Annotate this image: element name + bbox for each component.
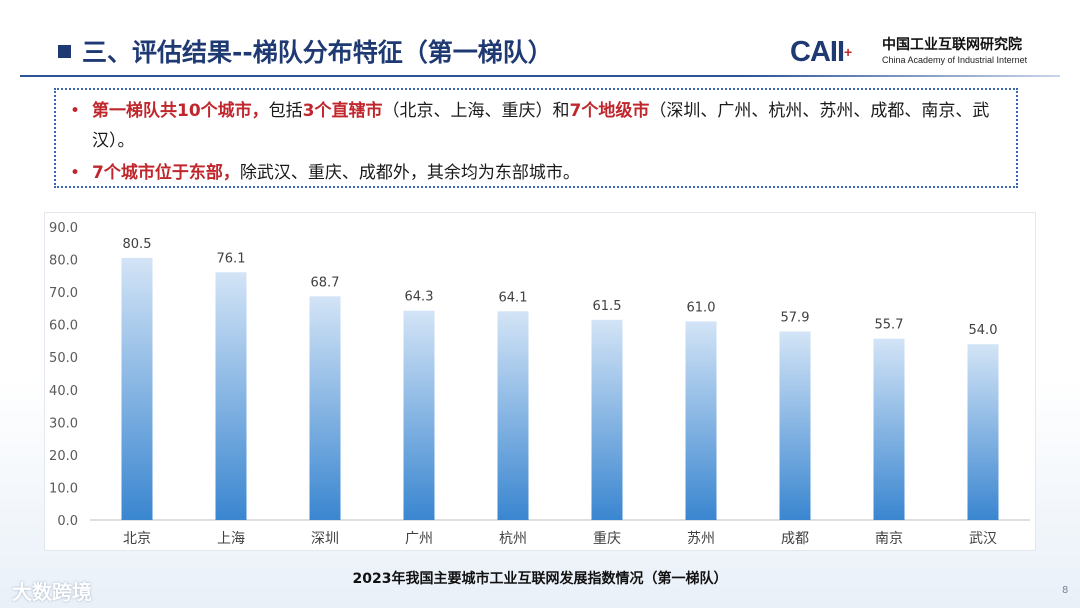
logo-letters: CAII [790,36,845,68]
data-label: 57.9 [781,311,810,326]
data-label: 76.1 [217,251,246,266]
bar-重庆 [591,319,623,520]
bullet-segment: 除武汉、重庆、成都外，其余均为东部城市。 [239,163,580,183]
data-label: 64.3 [405,290,434,305]
y-tick-label: 0.0 [57,514,78,529]
bar-chart: 0.010.020.030.040.050.060.070.080.090.0 … [49,221,1030,547]
data-label: 64.1 [499,290,528,305]
x-tick-label: 杭州 [499,531,527,547]
x-tick-label: 重庆 [593,531,621,547]
bullet-text-1: 第一梯队共10个城市，包括3个直辖市（北京、上海、重庆）和7个地级市（深圳、广州… [74,96,1004,156]
bullet-item-2: • 7个城市位于东部，除武汉、重庆、成都外，其余均为东部城市。 [70,158,1004,188]
title-divider [20,75,1060,77]
bar-杭州 [497,311,529,520]
y-tick-label: 20.0 [49,449,78,464]
y-tick-label: 40.0 [49,384,78,399]
bullet-highlight: 3个直辖市 [302,101,383,121]
chart-caption: 2023年我国主要城市工业互联网发展指数情况（第一梯队） [352,571,728,587]
bar-武汉 [967,344,999,520]
bullet-dot: • [70,163,81,183]
y-tick-label: 80.0 [49,254,78,269]
y-tick-label: 10.0 [49,481,78,496]
org-name-en: China Academy of Industrial Internet [882,55,1028,65]
bullet-segment: 包括 [268,101,303,121]
bullet-segment: （北京、上海、重庆）和 [382,101,570,121]
page-number: 8 [1062,585,1069,596]
logo-plus: + [844,44,852,60]
x-tick-label: 苏州 [687,531,715,547]
x-tick-label: 广州 [405,531,433,547]
logo-mark: CAII+ [790,36,852,68]
x-tick-label: 南京 [875,531,903,547]
data-label: 55.7 [875,318,904,333]
bullet-highlight: 7个城市位于东部， [92,163,240,183]
org-name-cn: 中国工业互联网研究院 [882,37,1022,53]
bar-成都 [779,331,811,520]
y-tick-label: 60.0 [49,319,78,334]
x-tick-label: 成都 [781,531,809,547]
bullet-highlight: 第一梯队共10个城市， [92,101,269,121]
bullet-text-2: 7个城市位于东部，除武汉、重庆、成都外，其余均为东部城市。 [74,158,1004,188]
bar-苏州 [685,321,717,520]
x-tick-label: 武汉 [969,531,997,547]
footer-brand: 大数跨境 [12,580,92,604]
x-tick-label: 深圳 [311,531,339,547]
x-tick-label: 上海 [217,531,245,547]
bullet-highlight: 7个地级市 [569,101,650,121]
data-label: 54.0 [969,323,998,338]
bar-广州 [403,310,435,520]
y-tick-label: 90.0 [49,221,78,236]
bar-深圳 [309,296,341,520]
bullet-item-1: • 第一梯队共10个城市，包括3个直辖市（北京、上海、重庆）和7个地级市（深圳、… [70,96,1004,156]
y-tick-label: 30.0 [49,416,78,431]
bullet-segment: （深圳、广州、杭州、苏州、成都、南京、武汉）。 [92,101,990,151]
page-title: 三、评估结果--梯队分布特征（第一梯队） [82,38,553,67]
data-label: 80.5 [123,237,152,252]
data-label: 61.0 [687,300,716,315]
summary-box: • 第一梯队共10个城市，包括3个直辖市（北京、上海、重庆）和7个地级市（深圳、… [54,88,1018,188]
bar-南京 [873,338,905,520]
data-label: 68.7 [311,275,340,290]
data-label: 61.5 [593,299,622,314]
bar-上海 [215,272,247,520]
title-bullet-square [58,45,71,58]
y-tick-label: 70.0 [49,286,78,301]
bar-北京 [121,257,153,520]
y-tick-label: 50.0 [49,351,78,366]
bullet-dot: • [70,101,81,121]
x-tick-label: 北京 [123,531,151,547]
chart-panel: 0.0 10.0 20.0 30.0 40.0 50.0 60.0 70.0 80.0 90.0 … [44,212,1036,551]
